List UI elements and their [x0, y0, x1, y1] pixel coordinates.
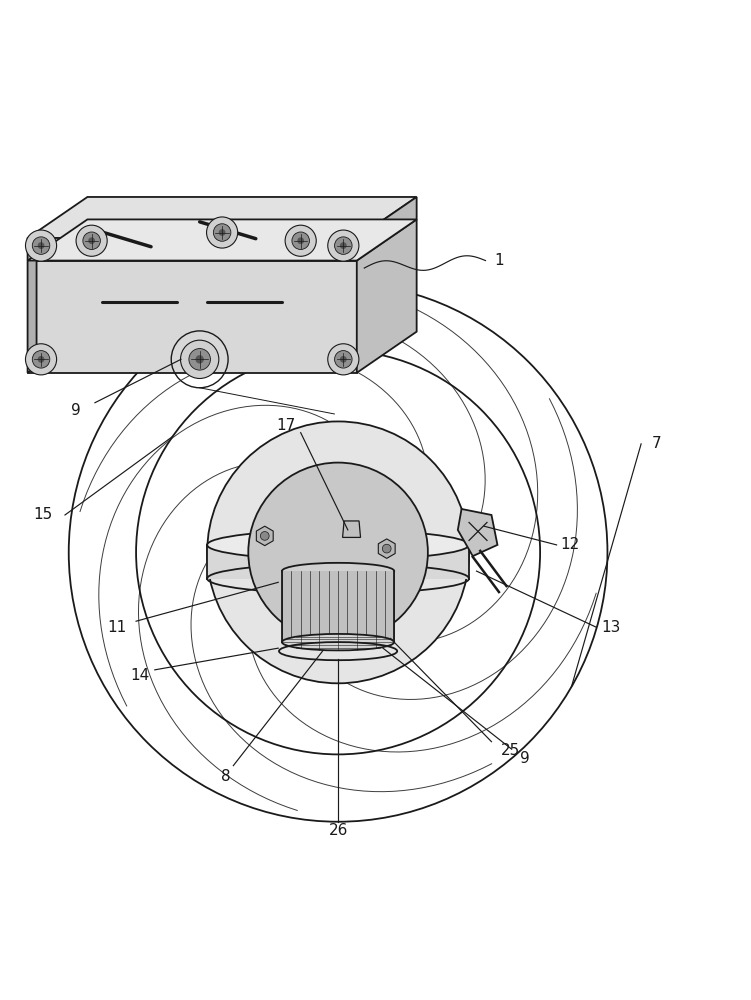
Circle shape	[335, 351, 352, 368]
Circle shape	[340, 356, 347, 363]
Text: 13: 13	[602, 620, 621, 635]
Polygon shape	[207, 545, 469, 579]
Circle shape	[180, 340, 219, 378]
Circle shape	[207, 217, 237, 248]
Polygon shape	[28, 261, 357, 373]
Text: 12: 12	[560, 537, 580, 552]
Polygon shape	[357, 197, 417, 261]
Polygon shape	[28, 232, 37, 373]
Circle shape	[327, 344, 359, 375]
Polygon shape	[379, 539, 395, 558]
Circle shape	[38, 356, 44, 363]
Text: 8: 8	[221, 769, 231, 784]
Polygon shape	[342, 521, 360, 537]
Polygon shape	[458, 509, 497, 556]
Circle shape	[83, 232, 101, 249]
Circle shape	[292, 232, 309, 249]
Circle shape	[249, 463, 428, 642]
Circle shape	[26, 344, 56, 375]
Circle shape	[327, 230, 359, 261]
Circle shape	[88, 237, 95, 244]
Polygon shape	[28, 219, 417, 261]
Circle shape	[340, 242, 347, 249]
Circle shape	[261, 532, 269, 540]
Polygon shape	[357, 219, 417, 373]
Circle shape	[219, 229, 225, 236]
Ellipse shape	[282, 563, 394, 579]
Circle shape	[26, 230, 56, 261]
Text: 15: 15	[33, 507, 52, 522]
Circle shape	[38, 242, 44, 249]
Circle shape	[382, 544, 391, 553]
Text: 9: 9	[71, 403, 81, 418]
Circle shape	[335, 237, 352, 254]
Circle shape	[297, 237, 304, 244]
Text: 14: 14	[130, 668, 149, 683]
Circle shape	[195, 355, 204, 364]
Text: 7: 7	[651, 436, 661, 451]
Text: 25: 25	[501, 743, 520, 758]
Polygon shape	[28, 238, 357, 261]
Polygon shape	[256, 526, 273, 546]
Ellipse shape	[207, 530, 469, 560]
Text: 1: 1	[494, 253, 504, 268]
Text: 11: 11	[107, 620, 127, 635]
Circle shape	[32, 351, 50, 368]
Circle shape	[76, 225, 107, 256]
Circle shape	[189, 349, 210, 370]
Circle shape	[32, 237, 50, 254]
Polygon shape	[282, 571, 394, 642]
Circle shape	[213, 224, 231, 241]
Ellipse shape	[282, 634, 394, 650]
Text: 17: 17	[276, 418, 295, 433]
Polygon shape	[28, 197, 417, 238]
Text: 9: 9	[520, 751, 530, 766]
Circle shape	[285, 225, 316, 256]
Circle shape	[207, 421, 469, 683]
Text: 26: 26	[328, 823, 348, 838]
